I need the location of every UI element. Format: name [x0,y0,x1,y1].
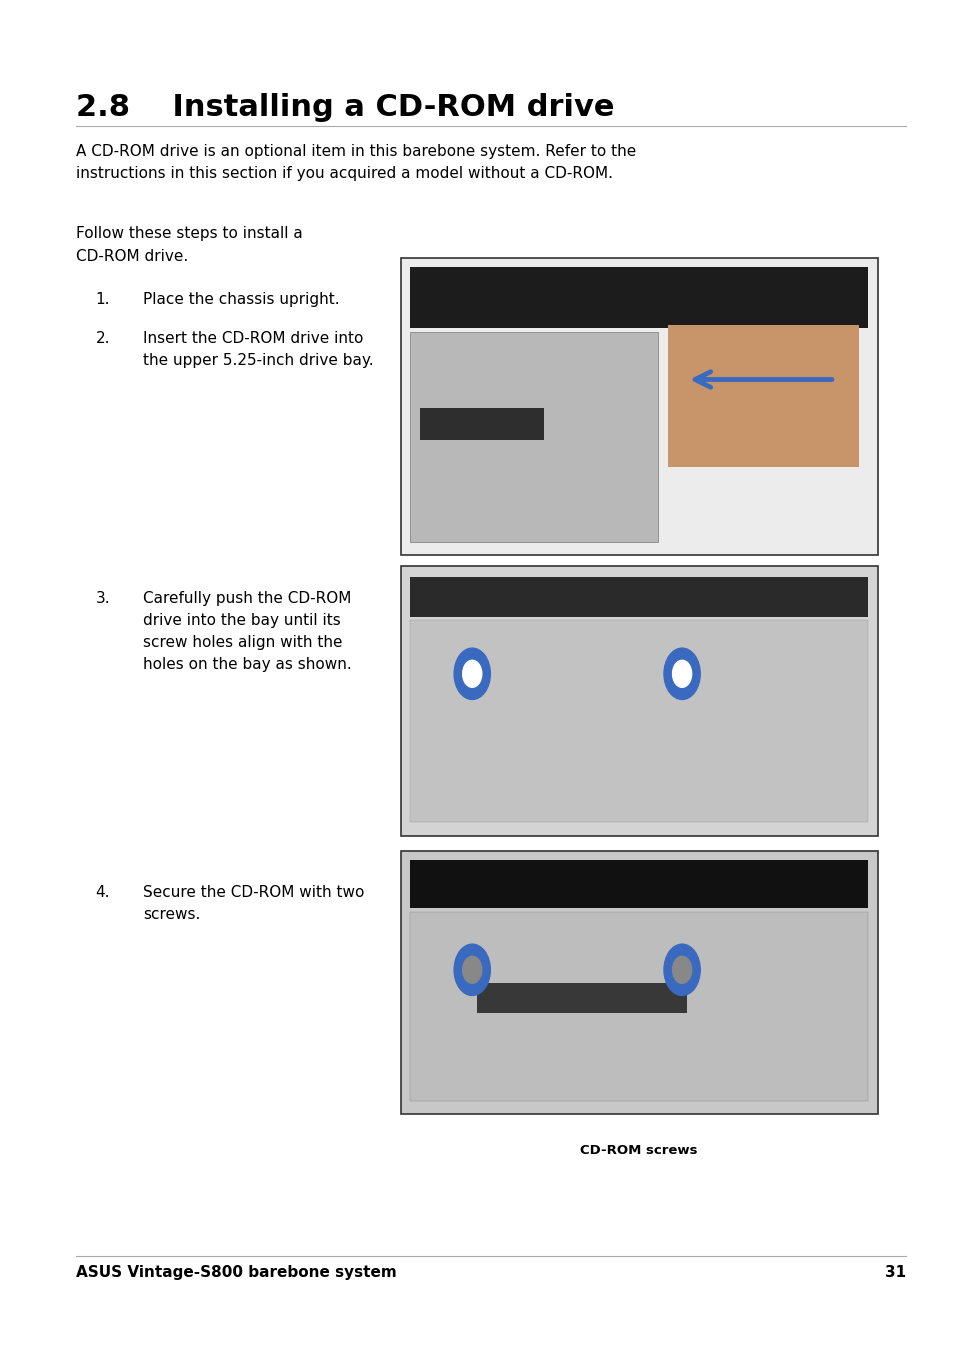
Bar [400,566,877,836]
Text: Insert the CD-ROM drive into
the upper 5.25-inch drive bay.: Insert the CD-ROM drive into the upper 5… [143,331,374,367]
Bar [410,332,658,542]
Text: Place the chassis upright.: Place the chassis upright. [143,292,339,307]
Circle shape [672,661,691,688]
Bar [410,620,867,823]
Bar [410,577,867,617]
Text: CD-ROM screw holes: CD-ROM screw holes [561,866,716,878]
Text: 1.: 1. [95,292,110,307]
Text: CD-ROM screws: CD-ROM screws [579,1144,698,1156]
Text: 2.8    Installing a CD-ROM drive: 2.8 Installing a CD-ROM drive [76,93,614,123]
Text: 3.: 3. [95,590,110,605]
Text: 31: 31 [884,1265,905,1279]
Circle shape [663,944,700,996]
Bar [476,984,686,1013]
Bar [410,861,867,908]
Text: Secure the CD-ROM with two
screws.: Secure the CD-ROM with two screws. [143,885,364,921]
Bar [410,267,867,328]
Text: ASUS Vintage-S800 barebone system: ASUS Vintage-S800 barebone system [76,1265,396,1279]
Text: 4.: 4. [95,885,110,900]
Circle shape [672,957,691,984]
Bar [400,258,877,555]
Text: A CD-ROM drive is an optional item in this barebone system. Refer to the
instruc: A CD-ROM drive is an optional item in th… [76,143,636,181]
Circle shape [462,661,481,688]
Circle shape [454,944,490,996]
Bar [667,326,858,467]
Circle shape [454,648,490,700]
Circle shape [663,648,700,700]
Bar [419,408,543,440]
Bar [410,912,867,1101]
Text: Follow these steps to install a
CD-ROM drive.: Follow these steps to install a CD-ROM d… [76,227,303,263]
Bar [400,851,877,1115]
Circle shape [462,957,481,984]
Text: 2.: 2. [95,331,110,346]
Text: Carefully push the CD-ROM
drive into the bay until its
screw holes align with th: Carefully push the CD-ROM drive into the… [143,590,352,673]
